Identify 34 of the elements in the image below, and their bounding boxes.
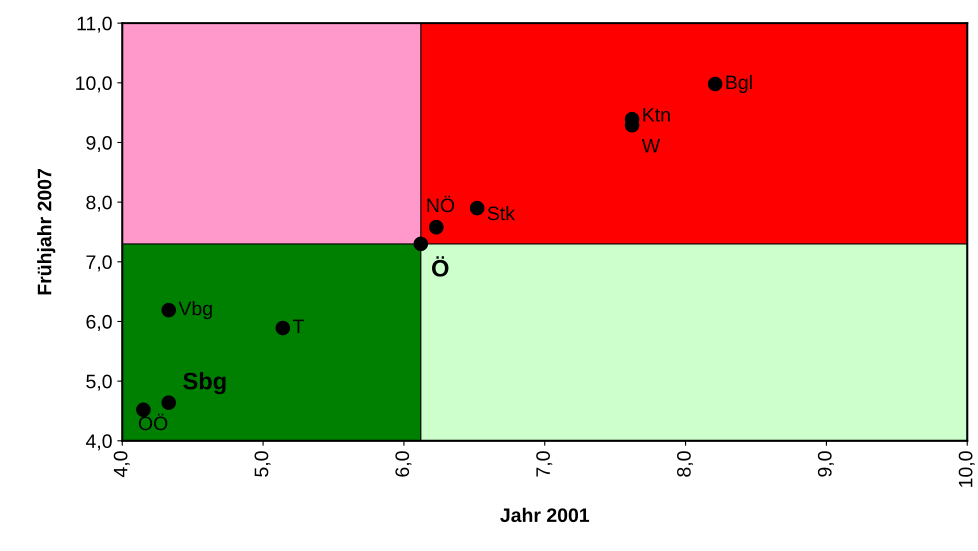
y-tick-label: 10,0 [76,76,112,92]
y-tick-label: 11,0 [78,16,112,33]
x-axis-title: Jahr 2001 [500,508,590,522]
y-axis-title: Frühjahr 2007 [37,169,56,294]
y-tick-label: 7,0 [86,255,112,272]
x-tick-label: 4,0 [114,451,130,478]
point [429,220,444,234]
annotation: Ktn [643,108,670,122]
point [276,320,290,336]
y-tick-label: 5,0 [86,374,112,391]
annotation: Stk [488,206,515,220]
point [708,76,722,92]
y-tick-label: 9,0 [86,136,112,152]
annotation: OÖ [138,414,168,430]
y-tick-label: 6,0 [86,314,112,332]
point [470,200,484,216]
annotation: Sbg [183,372,226,394]
point [414,236,428,252]
annotation: Vbg [178,301,212,320]
annotation: Bgl [726,74,752,94]
y-tick-label: 4,0 [86,434,112,450]
x-tick-label: 10,0 [958,451,975,487]
y-tick-label: 8,0 [86,196,112,212]
annotation: Ö [432,256,448,277]
x-tick-label: 5,0 [254,451,271,477]
point [161,395,176,410]
annotation: NÖ [427,196,454,212]
x-tick-label: 6,0 [395,451,412,477]
x-tick-label: 7,0 [536,451,552,477]
point [161,302,176,318]
x-tick-label: 9,0 [818,451,834,477]
annotation: W [642,139,660,152]
annotation: T [292,320,304,334]
x-tick-label: 8,0 [677,451,694,477]
